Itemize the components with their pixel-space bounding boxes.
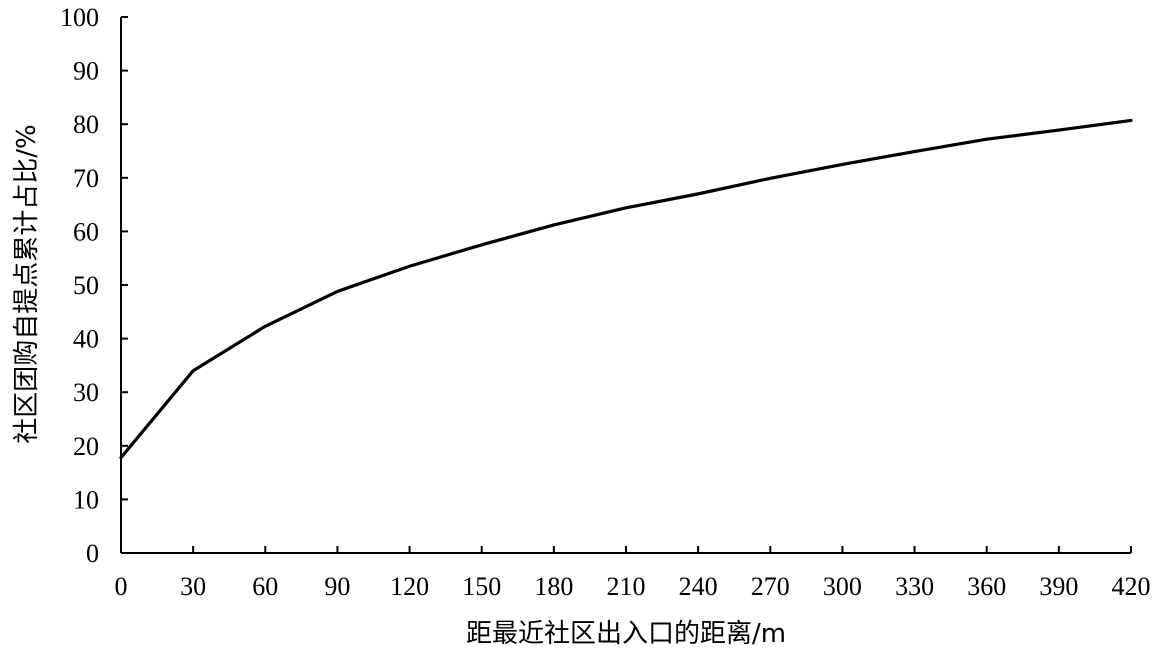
y-tick-label: 90 — [73, 57, 99, 86]
x-tick-label: 210 — [607, 572, 646, 601]
x-tick-label: 150 — [462, 572, 501, 601]
x-tick-label: 90 — [324, 572, 350, 601]
x-tick-label: 180 — [534, 572, 573, 601]
y-tick-label: 70 — [73, 164, 99, 193]
y-tick-label: 10 — [73, 485, 99, 514]
x-tick-label: 60 — [252, 572, 278, 601]
y-tick-label: 0 — [86, 539, 99, 568]
x-tick-label: 330 — [895, 572, 934, 601]
x-tick-label: 390 — [1039, 572, 1078, 601]
x-axis: 0 30 60 90 120 150 180 210 240 270 300 330 360 390 420 — [115, 546, 1151, 601]
y-tick-label: 50 — [73, 271, 99, 300]
x-tick-label: 120 — [390, 572, 429, 601]
x-tick-label: 30 — [180, 572, 206, 601]
x-tick-label: 0 — [115, 572, 128, 601]
y-tick-label: 100 — [60, 3, 99, 32]
x-tick-label: 420 — [1112, 572, 1151, 601]
series-line — [119, 118, 1133, 460]
y-tick-label: 80 — [73, 110, 99, 139]
x-axis-title: 距最近社区出入口的距离/m — [466, 619, 786, 649]
series-lines — [119, 118, 1133, 460]
y-tick-label: 40 — [73, 325, 99, 354]
x-tick-label: 240 — [679, 572, 718, 601]
y-axis: 0 10 20 30 40 50 60 70 80 90 100 — [60, 3, 128, 568]
y-axis-title: 社区团购自提点累计占比/% — [12, 124, 42, 443]
x-tick-label: 270 — [751, 572, 790, 601]
y-tick-label: 30 — [73, 378, 99, 407]
x-tick-label: 300 — [823, 572, 862, 601]
x-tick-label: 360 — [967, 572, 1006, 601]
y-tick-label: 20 — [73, 432, 99, 461]
y-tick-label: 60 — [73, 217, 99, 246]
